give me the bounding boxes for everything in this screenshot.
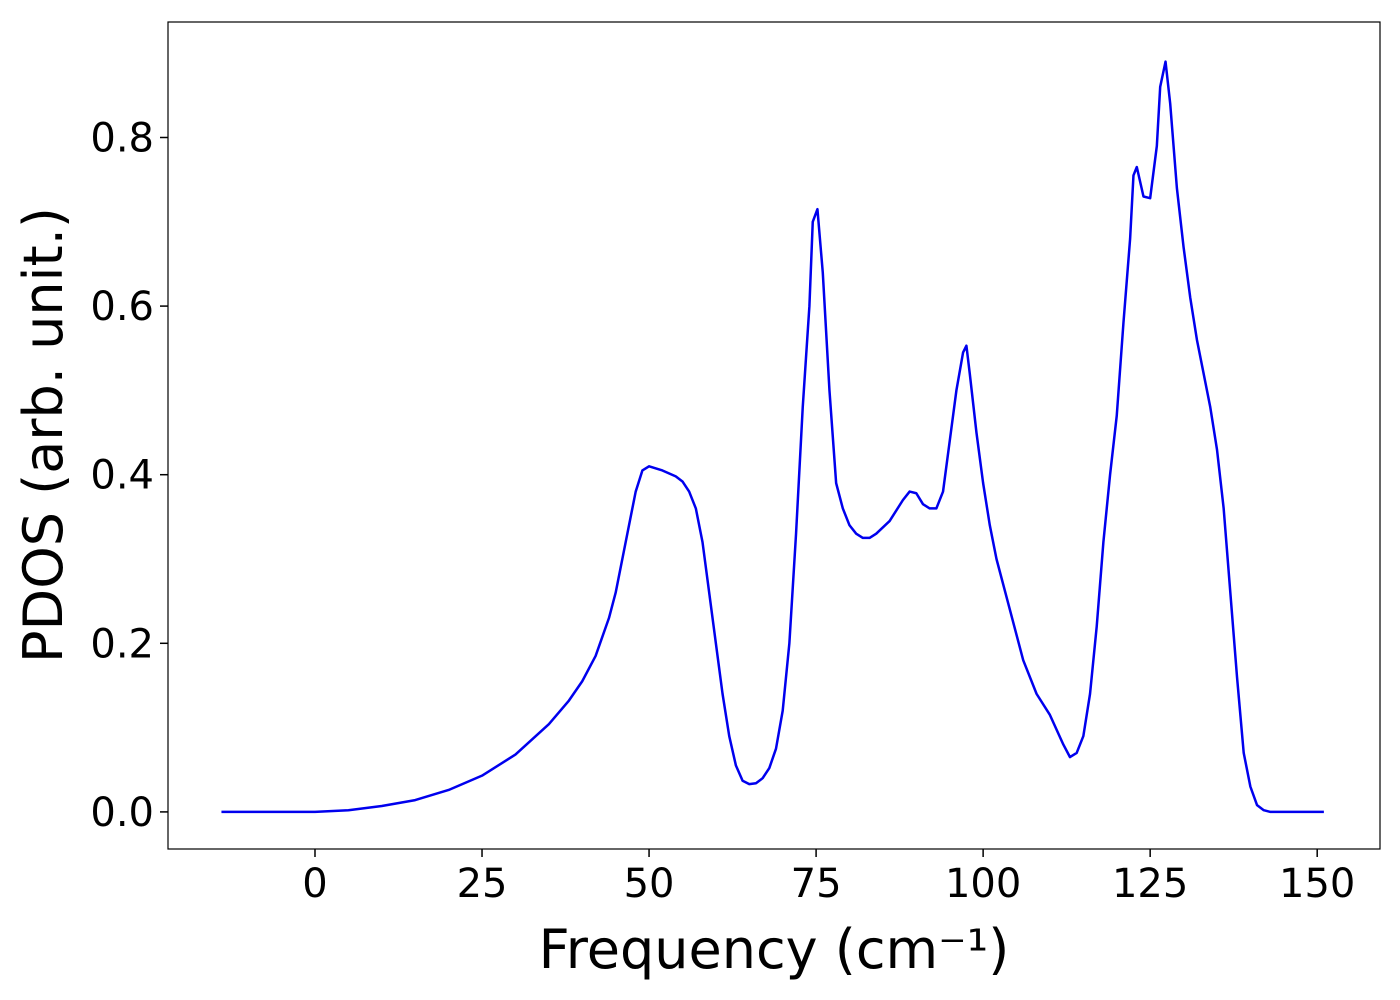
x-tick-label: 0 <box>302 861 327 907</box>
y-tick-label: 0.8 <box>90 115 154 161</box>
x-tick-label: 100 <box>945 861 1021 907</box>
y-tick-label: 0.6 <box>90 284 154 330</box>
plot-frame <box>167 21 1381 850</box>
x-tick-label: 125 <box>1112 861 1188 907</box>
x-tick-label: 150 <box>1279 861 1355 907</box>
x-tick-label: 25 <box>457 861 508 907</box>
y-axis-label: PDOS (arb. unit.) <box>12 207 75 663</box>
x-tick-label: 75 <box>791 861 842 907</box>
y-tick-label: 0.2 <box>90 621 154 667</box>
y-tick-label: 0.0 <box>90 790 154 836</box>
x-tick-label: 50 <box>624 861 675 907</box>
y-tick-label: 0.4 <box>90 453 154 499</box>
line-series <box>221 60 1324 814</box>
x-axis-label: Frequency (cm⁻¹) <box>539 918 1010 981</box>
